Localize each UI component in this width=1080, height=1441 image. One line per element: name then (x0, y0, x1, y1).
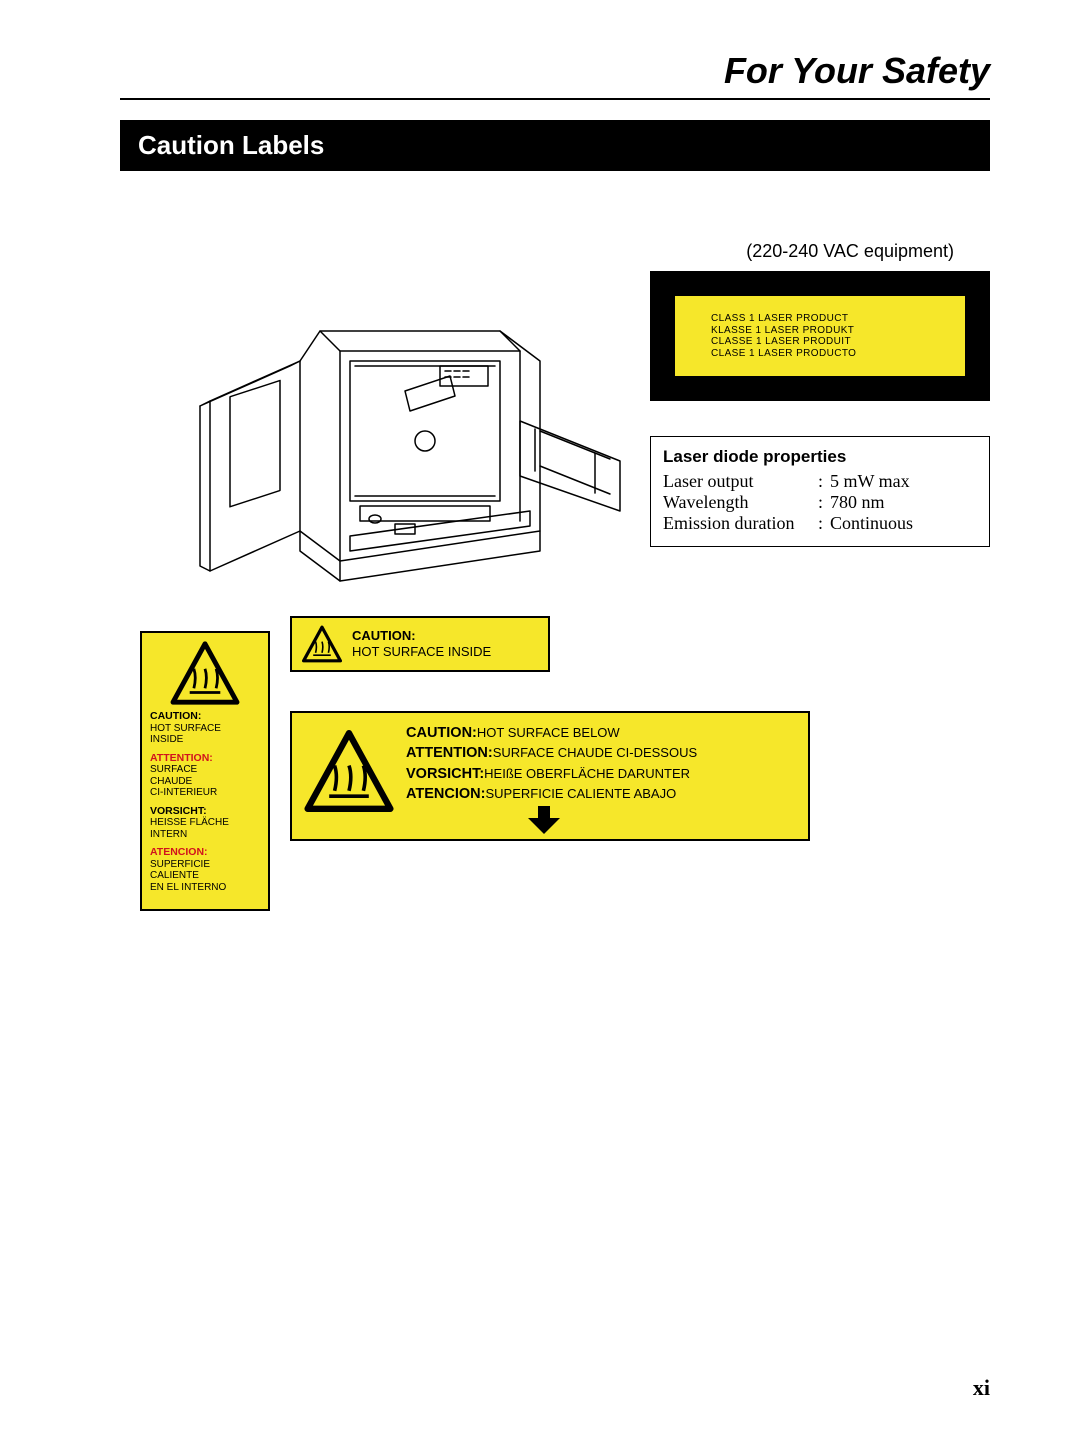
page-number: xi (973, 1375, 990, 1401)
diode-label: Laser output (663, 471, 818, 492)
tall-line: HEISSE FLÄCHE (150, 817, 229, 828)
tall-line: SUPERFICIE (150, 859, 210, 870)
hot-surface-warning-icon (302, 625, 342, 663)
diode-colon: : (818, 492, 830, 513)
tall-line: HOT SURFACE (150, 723, 221, 734)
voltage-note: (220-240 VAC equipment) (746, 241, 954, 262)
diode-row: Laser output : 5 mW max (663, 471, 977, 492)
tall-line: EN EL INTERNO (150, 882, 226, 893)
content-area: (220-240 VAC equipment) CLASS 1 LASER PR… (120, 241, 990, 1041)
caution-heading: VORSICHT: (406, 766, 484, 782)
tall-heading: ATTENTION: (150, 752, 213, 764)
laser-line: CLASSE 1 LASER PRODUIT (711, 336, 965, 348)
laser-class-plate-inner: CLASS 1 LASER PRODUCT KLASSE 1 LASER PRO… (675, 296, 965, 376)
caution-heading: ATENCION: (406, 786, 485, 802)
tall-line: CALIENTE (150, 870, 199, 881)
tall-block: ATENCION: SUPERFICIE CALIENTE EN EL INTE… (150, 846, 260, 893)
caution-heading: CAUTION: (352, 628, 416, 643)
laser-line: CLASE 1 LASER PRODUCTO (711, 348, 965, 360)
caution-text: SURFACE CHAUDE CI-DESSOUS (493, 745, 697, 760)
printer-illustration (140, 271, 640, 591)
diode-row: Emission duration : Continuous (663, 513, 977, 534)
laser-class-plate: CLASS 1 LASER PRODUCT KLASSE 1 LASER PRO… (650, 271, 990, 401)
diode-label: Emission duration (663, 513, 818, 534)
diode-value: 780 nm (830, 492, 885, 513)
laser-line: CLASS 1 LASER PRODUCT (711, 313, 965, 325)
caution-text: HOT SURFACE INSIDE (352, 644, 491, 659)
diode-label: Wavelength (663, 492, 818, 513)
tall-heading: CAUTION: (150, 710, 201, 722)
tall-line: INTERN (150, 829, 187, 840)
tall-block: CAUTION: HOT SURFACE INSIDE (150, 710, 260, 746)
section-heading: Caution Labels (120, 120, 990, 171)
tall-heading: ATENCION: (150, 846, 208, 858)
tall-line: SURFACE (150, 764, 197, 775)
diode-value: 5 mW max (830, 471, 910, 492)
tall-line: CI-INTERIEUR (150, 787, 217, 798)
hot-surface-warning-icon (304, 729, 394, 813)
diode-colon: : (818, 471, 830, 492)
caution-hot-surface-inside-label: CAUTION: HOT SURFACE INSIDE (290, 616, 550, 672)
tall-block: VORSICHT: HEISSE FLÄCHE INTERN (150, 805, 260, 841)
caution-multilingual-tall-label: CAUTION: HOT SURFACE INSIDE ATTENTION: S… (140, 631, 270, 911)
tall-heading: VORSICHT: (150, 805, 207, 817)
tall-line: CHAUDE (150, 776, 192, 787)
tall-block: ATTENTION: SURFACE CHAUDE CI-INTERIEUR (150, 752, 260, 799)
caution-heading: CAUTION: (406, 725, 477, 741)
hot-surface-warning-icon (170, 641, 240, 705)
caution-hot-surface-below-label: CAUTION:HOT SURFACE BELOW ATTENTION:SURF… (290, 711, 810, 841)
laser-diode-properties-box: Laser diode properties Laser output : 5 … (650, 436, 990, 547)
tall-line: INSIDE (150, 734, 183, 745)
diode-colon: : (818, 513, 830, 534)
page-title: For Your Safety (120, 50, 990, 100)
diode-value: Continuous (830, 513, 913, 534)
diode-row: Wavelength : 780 nm (663, 492, 977, 513)
caution-heading: ATTENTION: (406, 745, 493, 761)
down-arrow-icon (526, 806, 562, 834)
diode-title: Laser diode properties (663, 447, 977, 467)
caution-text: SUPERFICIE CALIENTE ABAJO (485, 786, 676, 801)
caution-text: HOT SURFACE BELOW (477, 725, 620, 740)
caution-text: HEIßE OBERFLÄCHE DARUNTER (484, 766, 690, 781)
laser-line: KLASSE 1 LASER PRODUKT (711, 325, 965, 337)
